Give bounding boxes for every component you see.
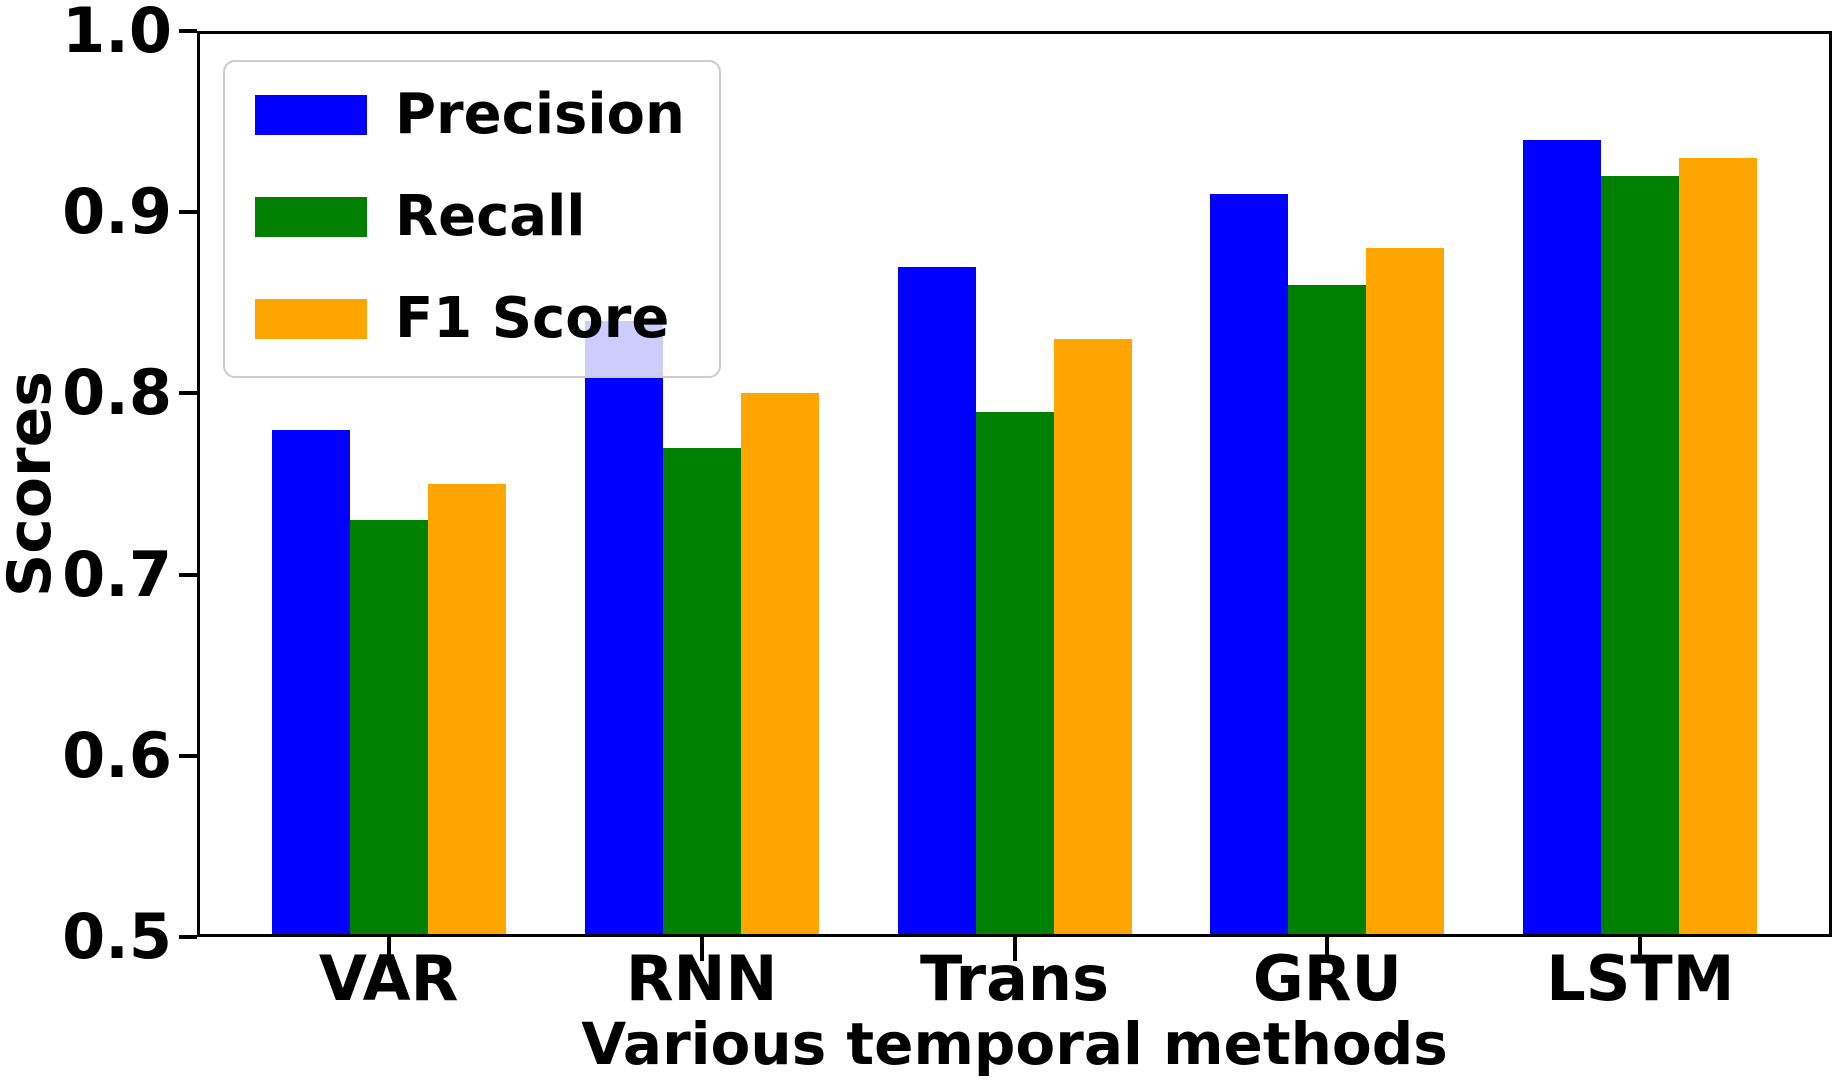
legend-item-f1-score: F1 Score [255,290,685,348]
x-tick-mark [1012,937,1017,961]
x-tick-mark [1638,937,1643,961]
legend-label-f1-score: F1 Score [395,286,670,351]
legend-item-recall: Recall [255,188,685,246]
plot-area [197,31,1832,937]
bar-precision-rnn [584,320,663,937]
y-tick-mark [179,391,197,396]
y-tick-label: 1.0 [62,0,172,67]
bar-precision-lstm [1523,139,1602,937]
x-tick-mark [699,937,704,961]
y-tick-label: 0.5 [62,900,172,973]
y-tick-label: 0.9 [62,175,172,249]
legend-swatch-f1-score [255,299,367,339]
legend: Precision Recall F1 Score [223,60,721,378]
legend-label-precision: Precision [395,82,685,147]
bar-precision-var [271,429,350,937]
bar-recall-rnn [662,447,741,937]
y-tick-mark [179,753,197,758]
bar-precision-gru [1210,194,1289,937]
legend-swatch-precision [255,95,367,135]
bar-f1-score-trans [1053,339,1132,937]
y-tick-label: 0.8 [62,356,172,430]
legend-label-recall: Recall [395,184,586,249]
legend-item-precision: Precision [255,86,685,144]
bar-recall-gru [1288,284,1367,937]
x-tick-mark [386,937,391,961]
y-tick-mark [179,29,197,33]
bar-f1-score-gru [1366,248,1445,937]
bar-recall-trans [975,411,1054,937]
y-tick-mark [179,935,197,939]
x-tick-mark [1325,937,1330,961]
y-tick-label: 0.6 [62,718,172,792]
bar-f1-score-lstm [1679,157,1758,937]
y-tick-mark [179,572,197,577]
y-tick-label: 0.7 [62,537,172,611]
bar-recall-lstm [1601,175,1680,937]
x-axis-title: Various temporal methods [581,1010,1448,1078]
legend-swatch-recall [255,197,367,237]
bar-recall-var [349,520,428,937]
bar-precision-trans [897,266,976,937]
bar-f1-score-rnn [740,393,819,937]
bar-f1-score-var [427,484,506,937]
y-tick-mark [179,210,197,215]
